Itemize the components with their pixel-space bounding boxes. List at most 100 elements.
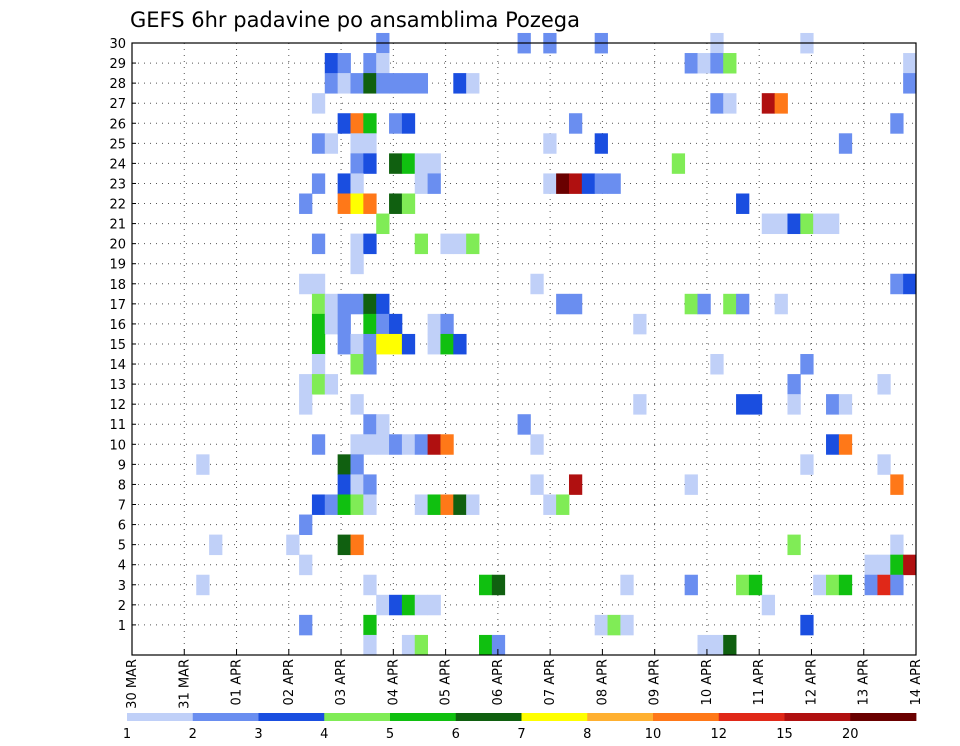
heatmap-cell [890,113,904,134]
y-tick-label: 8 [118,478,126,493]
heatmap-cell [363,574,377,596]
heatmap-cell [736,293,750,315]
heatmap-cell [607,173,621,194]
heatmap-cell [543,173,557,194]
chart-title: GEFS 6hr padavine po ansamblima Pozega [130,8,580,32]
heatmap-cell [350,293,364,315]
heatmap-cell [337,73,351,94]
legend-label: 5 [386,727,394,742]
heatmap-cell [813,574,827,596]
legend-swatch [718,713,785,721]
heatmap-cell [903,554,917,576]
heatmap-cell [620,574,634,596]
heatmap-cell [530,434,544,455]
legend-label: 12 [710,727,727,742]
legend-swatch [850,713,917,721]
heatmap-cell [479,574,493,596]
heatmap-cell [414,594,429,616]
heatmap-cell [389,313,403,335]
heatmap-cell [710,634,724,656]
x-axis: 30 MAR 31 MAR 01 APR 02 APR 03 APR 04 APR 05 A… [125,649,924,709]
legend-swatch [784,713,851,721]
heatmap-cell [903,73,917,94]
x-tick-label: 03 APR [334,659,349,705]
legend-swatch [653,713,720,721]
heatmap-cell [761,93,776,114]
y-tick-label: 9 [118,458,126,473]
legend-swatch [521,713,588,721]
heatmap-cell [556,494,570,515]
heatmap-cell [196,574,210,596]
y-tick-label: 17 [109,298,126,313]
x-tick-label: 11 APR [752,659,767,705]
legend-swatch [455,713,522,721]
heatmap-cell [350,133,364,154]
y-tick-label: 22 [109,198,126,213]
heatmap-cell [774,213,788,235]
x-tick-label: 01 APR [230,659,245,705]
heatmap-cell [350,454,364,475]
heatmap-cell [363,434,377,455]
heatmap-cell [337,173,351,194]
heatmap-cell [568,293,583,315]
heatmap-cell [299,614,313,636]
heatmap-cell [337,474,351,495]
heatmap-cell [427,333,441,355]
heatmap-cell [337,534,351,556]
legend-label: 1 [123,727,131,742]
heatmap-cell [556,173,570,194]
heatmap-cell [838,574,853,596]
heatmap-cell [324,293,339,315]
heatmap-cell [684,574,698,596]
legend-swatch [324,713,391,721]
y-tick-label: 14 [109,358,126,373]
heatmap-cell [350,113,364,134]
heatmap-cell [761,594,776,616]
heatmap-cell [299,554,313,576]
heatmap-cell [556,293,570,315]
heatmap-cell [389,73,403,94]
heatmap-cell [299,394,313,415]
heatmap-cell [376,73,390,94]
grid-lines [132,42,916,655]
heatmap-cell [826,213,840,235]
x-tick-label: 31 MAR [177,659,192,709]
heatmap-cell [337,53,351,74]
heatmap-cell [440,434,454,455]
heatmap-cell [543,133,557,154]
legend-swatch [258,713,325,721]
heatmap-cell [787,213,801,235]
heatmap-cell [581,173,596,194]
legend-label: 10 [645,727,662,742]
heatmap-cell [414,233,429,255]
color-legend: 1 2 3 4 5 6 7 8 10 12 15 20 [123,713,917,742]
heatmap-cell [774,93,788,114]
heatmap-cell [890,554,904,576]
heatmap-cell [401,594,416,616]
heatmap-cell [594,133,608,154]
heatmap-cell [337,454,351,475]
heatmap-cell [838,133,853,154]
heatmap-cell [427,313,441,335]
heatmap-cell [736,574,750,596]
y-tick-label: 11 [109,418,126,433]
heatmap-cell [311,233,326,255]
heatmap-cell [748,394,763,415]
y-tick-label: 20 [109,238,126,253]
heatmap-cell [697,293,711,315]
heatmap-cell [736,394,750,415]
heatmap-cell [376,333,390,355]
heatmap-cell [877,374,891,395]
heatmap-cell [324,73,339,94]
legend-label: 20 [842,727,859,742]
heatmap-cell [479,634,493,656]
heatmap-cell [414,73,429,94]
heatmap-cell [594,614,608,636]
heatmap-cell [710,93,724,114]
heatmap-cell [350,173,364,194]
heatmap-cell [864,554,878,576]
heatmap-cell [723,93,737,114]
heatmap-cell [710,53,724,74]
heatmap-cell [337,494,351,515]
